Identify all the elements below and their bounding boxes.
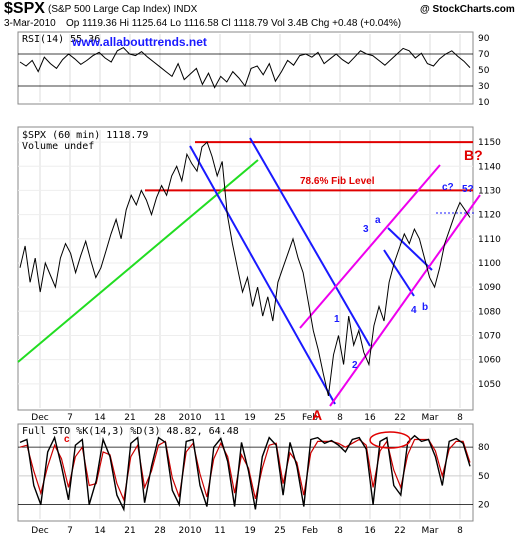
bottom-x-tick: 7 (67, 526, 73, 536)
rsi-y-tick: 30 (478, 82, 490, 92)
price-y-tick: 1110 (478, 235, 501, 245)
price-x-tick: 16 (364, 413, 376, 423)
bottom-x-tick: 21 (124, 526, 135, 536)
price-y-tick: 1060 (478, 356, 501, 366)
wave-2-label: 2 (352, 360, 358, 371)
blue-wave4-line-upper (387, 227, 433, 271)
price-x-tick: 21 (124, 413, 135, 423)
price-x-tick: Mar (422, 413, 439, 423)
price-x-tick: 28 (154, 413, 166, 423)
bottom-x-tick: 8 (457, 526, 463, 536)
price-x-tick: 7 (67, 413, 73, 423)
price-y-axis: 1050 1060 1070 1080 1090 1100 1110 1120 1130 1140… (478, 138, 501, 390)
price-series-line (19, 141, 471, 397)
price-x-tick: 2010 (179, 413, 202, 423)
symbol-title: $SPX (4, 0, 45, 17)
bottom-x-tick: 8 (337, 526, 343, 536)
bottom-x-tick: Feb (302, 526, 318, 536)
bottom-x-tick: 25 (274, 526, 285, 536)
stoch-label: Full STO %K(14,3) %D(3) 48.82, 64.48 (22, 426, 239, 437)
price-y-tick: 1090 (478, 283, 501, 293)
price-x-tick: 8 (457, 413, 463, 423)
green-trendline (17, 159, 259, 363)
blue-wave4-line-lower (383, 249, 415, 297)
bottom-x-tick: 16 (364, 526, 376, 536)
quote-date: 3-Mar-2010 (4, 18, 56, 29)
bottom-x-axis: Dec 7 14 21 28 2010 11 19 25 Feb 8 16 22 Mar 8 (31, 526, 463, 536)
magenta-channel-lower (329, 194, 481, 407)
price-y-tick: 1100 (478, 259, 501, 269)
price-y-tick: 1070 (478, 331, 501, 341)
price-label: $SPX (60 min) 1118.79 (22, 130, 148, 141)
rsi-y-tick: 70 (478, 50, 490, 60)
bottom-x-tick: Dec (31, 526, 48, 536)
rsi-y-tick: 90 (478, 34, 490, 44)
wave-a-label: a (375, 215, 381, 226)
wave-5-question-label: 5? (462, 184, 474, 195)
price-y-tick: 1050 (478, 380, 501, 390)
rsi-y-axis: 10 30 50 70 90 (478, 34, 490, 108)
bottom-x-tick: 28 (154, 526, 166, 536)
rsi-label: RSI(14) 55.36 (22, 34, 100, 45)
stoch-highlight-ellipse (369, 431, 411, 449)
wave-b-label: b (422, 302, 428, 313)
price-x-tick: 25 (274, 413, 285, 423)
bottom-x-tick: Mar (422, 526, 439, 536)
price-x-tick: 8 (337, 413, 343, 423)
stoch-y-tick: 80 (478, 443, 490, 453)
price-y-tick: 1130 (478, 186, 501, 196)
wave-c-question-label: c? (442, 182, 454, 193)
watermark-url: www.allabouttrends.net (71, 35, 207, 49)
price-panel: 1050 1060 1070 1080 1090 1100 1110 1120 1130 1140… (17, 126, 501, 423)
bottom-x-tick: 19 (244, 526, 256, 536)
price-y-tick: 1150 (478, 138, 501, 148)
quote-stats: Op 1119.36 Hi 1125.64 Lo 1116.58 Cl 1118… (66, 18, 401, 29)
price-x-tick: 22 (394, 413, 405, 423)
bottom-x-tick: 14 (94, 526, 106, 536)
price-y-tick: 1140 (478, 162, 501, 172)
rsi-y-tick: 10 (478, 98, 490, 108)
wave-B-question-label: B? (464, 147, 483, 163)
price-x-tick: Feb (302, 413, 318, 423)
volume-label: Volume undef (22, 141, 94, 152)
blue-channel-lower (189, 145, 336, 405)
rsi-series-line (19, 46, 471, 89)
stoch-panel: 20 50 80 Full STO %K(14,3) %D(3) 48.82, 64… (17, 423, 490, 522)
wave-1-label: 1 (334, 314, 340, 325)
bottom-x-tick: 22 (394, 526, 405, 536)
wave-3-label: 3 (363, 224, 369, 235)
rsi-y-tick: 50 (478, 66, 490, 76)
price-y-tick: 1120 (478, 211, 501, 221)
price-x-tick: 11 (214, 413, 225, 423)
price-x-tick: 19 (244, 413, 256, 423)
rsi-panel: 10 30 50 70 90 RSI(14) 55.36 www.allabouttre… (17, 31, 490, 108)
wave-A-label: A (312, 407, 322, 423)
symbol-name: (S&P 500 Large Cap Index) INDX (48, 4, 198, 15)
stoch-k-line (19, 434, 471, 512)
blue-channel-upper (249, 137, 371, 347)
stoch-y-tick: 20 (478, 501, 490, 511)
bottom-x-tick: 2010 (179, 526, 202, 536)
price-y-tick: 1080 (478, 307, 501, 317)
price-x-axis: Dec 7 14 21 28 2010 11 19 25 Feb 8 16 22 Mar 8 (31, 413, 463, 423)
magenta-channel-upper (299, 164, 441, 329)
price-x-tick: Dec (31, 413, 48, 423)
price-x-tick: 14 (94, 413, 106, 423)
bottom-x-tick: 11 (214, 526, 225, 536)
rsi-frame (17, 31, 474, 105)
stockcharts-credit: @ StockCharts.com (420, 4, 515, 15)
fib-level-label: 78.6% Fib Level (300, 176, 375, 187)
stoch-c-label: c (64, 434, 70, 445)
stoch-y-axis: 20 50 80 (478, 443, 490, 510)
stoch-y-tick: 50 (478, 472, 490, 482)
wave-4-label: 4 (411, 305, 417, 316)
